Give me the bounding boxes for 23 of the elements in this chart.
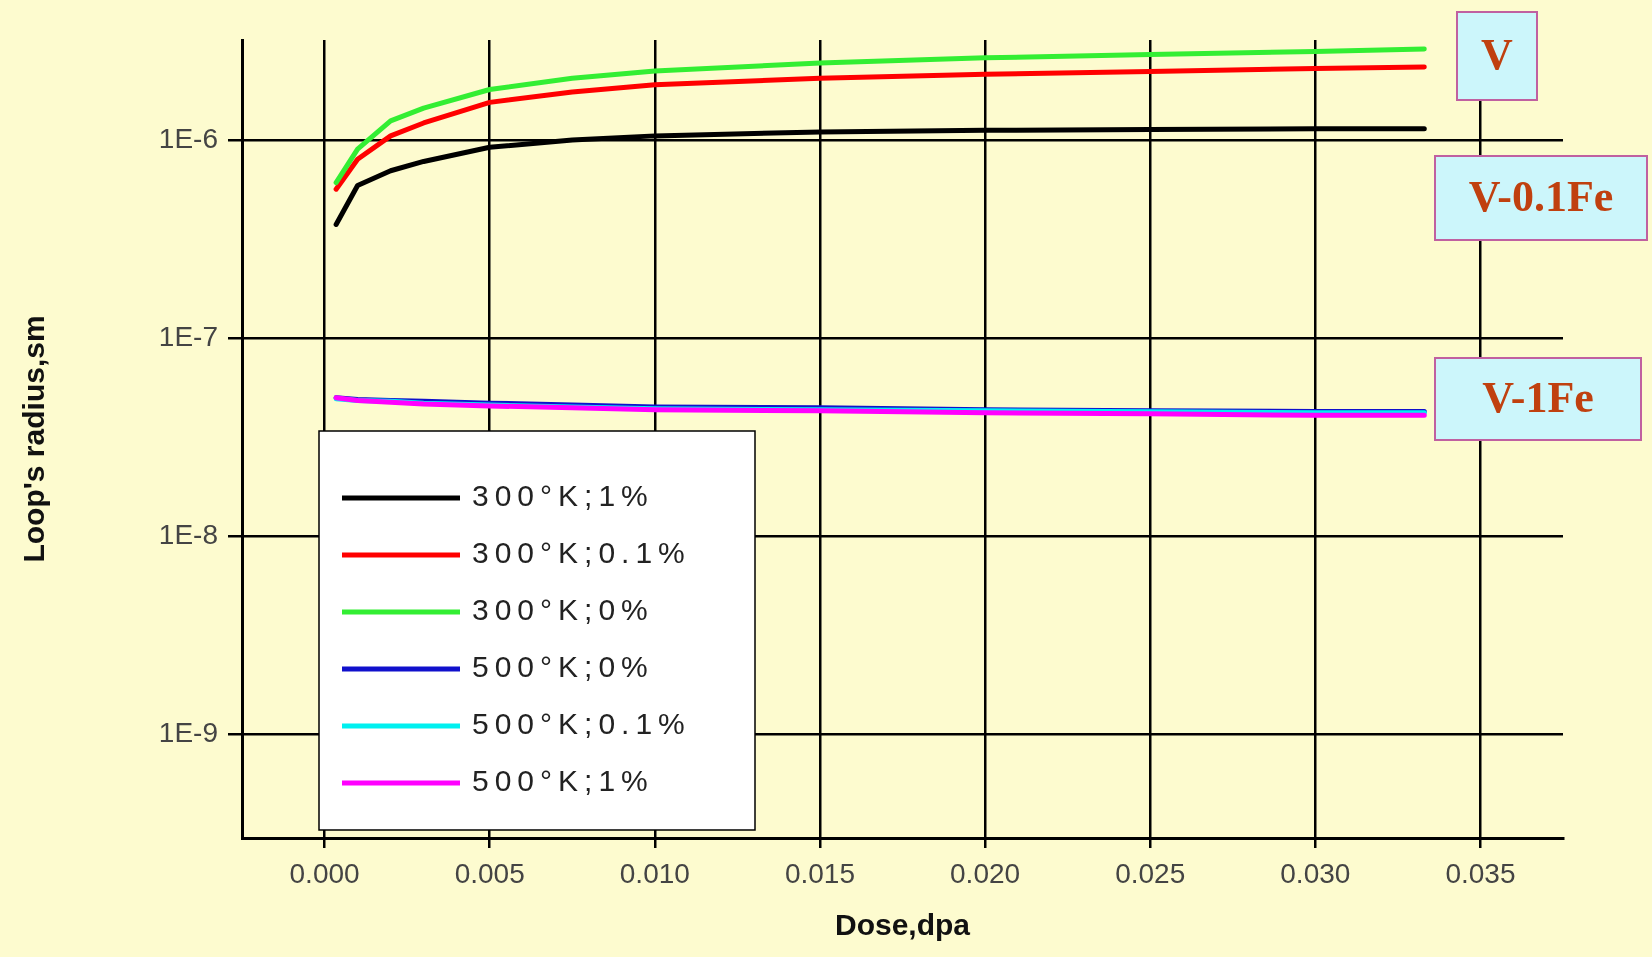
legend-label: 500°K;1% (472, 764, 654, 798)
legend-label: 500°K;0% (472, 650, 654, 684)
y-axis-title: Loop's radius,sm (17, 315, 51, 563)
x-axis-title: Dose,dpa (834, 908, 971, 942)
legend-label: 300°K;0% (472, 593, 654, 627)
x-tick-label: 0.000 (289, 857, 360, 889)
y-tick-label: 1E-8 (158, 519, 218, 551)
x-tick-label: 0.030 (1280, 857, 1351, 889)
annotation: V (1481, 30, 1514, 80)
x-tick-label: 0.020 (950, 857, 1021, 889)
y-tick-label: 1E-7 (158, 320, 218, 352)
x-tick-label: 0.010 (619, 857, 690, 889)
x-tick-label: 0.035 (1445, 857, 1516, 889)
x-tick-label: 0.005 (454, 857, 525, 889)
y-tick-label: 1E-6 (158, 122, 218, 154)
y-tick-label: 1E-9 (158, 717, 218, 749)
legend-label: 300°K;0.1% (472, 536, 691, 570)
annotation: V-1Fe (1482, 373, 1594, 423)
legend-label: 300°K;1% (472, 479, 654, 513)
legend-label: 500°K;0.1% (472, 707, 691, 741)
annotation: V-0.1Fe (1468, 172, 1614, 222)
x-tick-label: 0.025 (1115, 857, 1186, 889)
x-tick-label: 0.015 (784, 857, 855, 889)
